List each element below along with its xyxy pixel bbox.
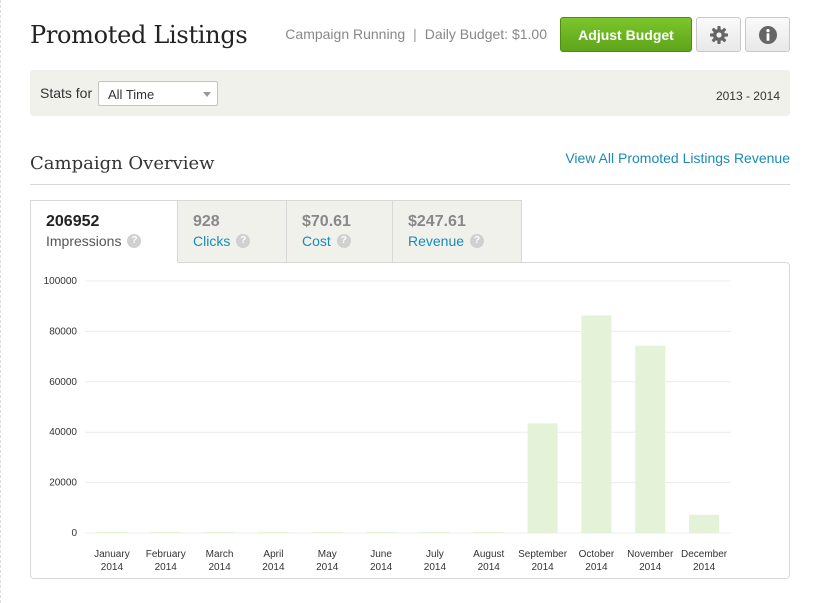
bar[interactable] (581, 315, 612, 533)
x-tick-label: July 2014 (424, 549, 447, 573)
x-tick-label: June 2014 (370, 549, 393, 573)
help-icon[interactable]: ? (336, 234, 351, 248)
y-tick-label: 0 (71, 528, 77, 539)
x-tick-label: May 2014 (316, 549, 339, 573)
tab-revenue[interactable]: $247.61 Revenue? (393, 200, 522, 263)
status-separator: | (413, 26, 417, 42)
bar[interactable] (258, 532, 289, 533)
date-range: 2013 - 2014 (715, 89, 780, 103)
bar[interactable] (635, 345, 666, 533)
tab-impressions-label: Impressions (46, 233, 122, 249)
help-icon[interactable]: ? (470, 234, 485, 248)
view-revenue-link[interactable]: View All Promoted Listings Revenue (565, 150, 790, 166)
tab-clicks[interactable]: 928 Clicks? (178, 200, 287, 263)
y-tick-label: 80000 (49, 326, 77, 337)
x-tick-label: December 2014 (681, 549, 728, 573)
chevron-down-icon (203, 92, 211, 97)
stats-period-select[interactable]: All Time (98, 81, 218, 106)
stats-for-label: Stats for (40, 85, 93, 101)
bar[interactable] (473, 532, 504, 533)
bar[interactable] (204, 532, 235, 533)
impressions-bar-chart: 0 20000 40000 60000 80000 100000 January 2014 Fe… (44, 276, 731, 573)
tab-clicks-label: Clicks (193, 233, 231, 249)
tab-cost-label: Cost (302, 233, 331, 249)
bar[interactable] (96, 532, 127, 533)
page-title: Promoted Listings (30, 21, 248, 49)
x-tick-label: February 2014 (146, 549, 186, 573)
tab-clicks-value: 928 (193, 213, 220, 230)
y-tick-label: 60000 (49, 377, 77, 388)
bar[interactable] (419, 532, 450, 533)
tab-impressions[interactable]: 206952 Impressions? (30, 200, 178, 263)
help-icon[interactable]: ? (236, 234, 251, 248)
bar[interactable] (312, 532, 343, 533)
page-header: Promoted Listings Campaign Running | Daily… (30, 17, 790, 53)
tab-impressions-value: 206952 (46, 213, 100, 230)
daily-budget: Daily Budget: $1.00 (424, 26, 547, 42)
x-tick-label: October 2014 (579, 549, 615, 573)
x-tick-label: September 2014 (518, 549, 568, 573)
x-tick-label: August 2014 (473, 549, 504, 573)
campaign-status-line: Campaign Running | Daily Budget: $1.00 (285, 26, 547, 42)
tab-revenue-label: Revenue (408, 233, 465, 249)
info-button[interactable] (745, 17, 790, 52)
x-tick-label: April 2014 (262, 549, 285, 573)
info-icon (758, 25, 777, 44)
tab-cost[interactable]: $70.61 Cost? (287, 200, 393, 263)
stats-period-value: All Time (108, 87, 155, 102)
bar[interactable] (689, 514, 720, 533)
y-tick-label: 40000 (49, 427, 77, 438)
x-tick-label: March 2014 (206, 549, 234, 573)
help-icon[interactable]: ? (127, 234, 142, 248)
adjust-budget-button[interactable]: Adjust Budget (560, 17, 692, 52)
chart-panel: 0 20000 40000 60000 80000 100000 January 2014 Fe… (30, 262, 790, 579)
campaign-overview-title: Campaign Overview (30, 153, 215, 174)
tab-revenue-value: $247.61 (408, 213, 466, 230)
gear-icon (709, 25, 728, 44)
settings-button[interactable] (696, 17, 741, 52)
section-divider (30, 184, 790, 185)
y-tick-label: 20000 (49, 478, 77, 489)
bar[interactable] (366, 532, 397, 533)
tab-cost-value: $70.61 (302, 213, 351, 230)
x-tick-label: January 2014 (94, 549, 130, 573)
bar[interactable] (527, 423, 558, 533)
bar[interactable] (150, 532, 181, 533)
stats-bar: Stats for All Time 2013 - 2014 (30, 70, 790, 116)
campaign-status: Campaign Running (285, 26, 406, 42)
y-tick-label: 100000 (44, 276, 78, 287)
x-tick-label: November 2014 (627, 549, 674, 573)
page-left-border (0, 0, 3, 603)
